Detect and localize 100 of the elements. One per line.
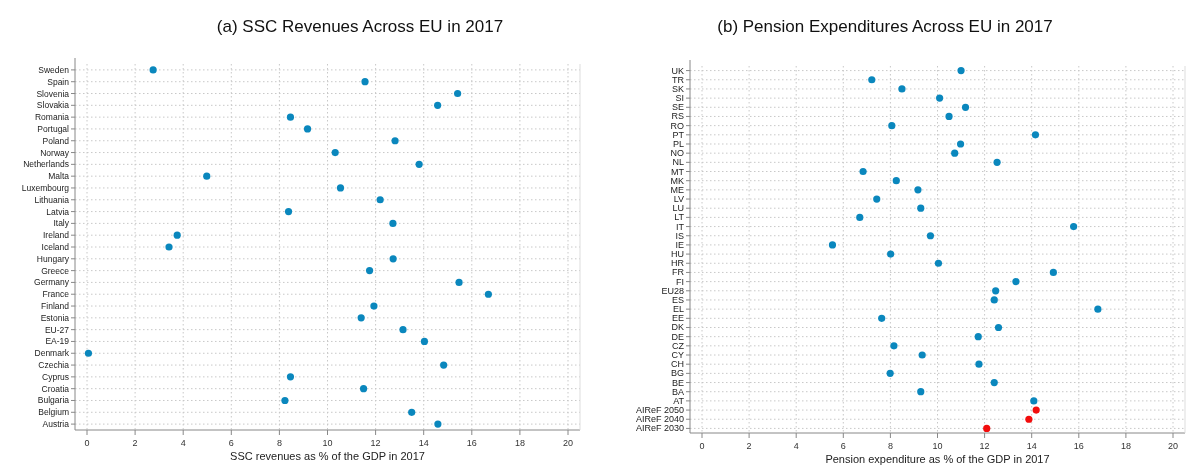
point <box>359 385 368 393</box>
x-tick-label: 8 <box>887 441 893 451</box>
y-tick-label: Luxembourg <box>21 182 70 193</box>
x-axis-title: SSC revenues as % of the GDP in 2017 <box>230 450 425 462</box>
point <box>408 408 416 416</box>
y-tick-label: BA <box>671 386 684 397</box>
y-tick-label: MT <box>671 166 685 177</box>
point <box>303 125 312 133</box>
point <box>945 112 953 121</box>
point <box>284 207 293 216</box>
y-tick-label: LV <box>673 194 684 205</box>
x-tick-label: 18 <box>514 438 525 448</box>
chart-title: (b) Pension Expenditures Across EU in 2017 <box>717 17 1053 36</box>
point <box>1032 406 1040 414</box>
point <box>1030 397 1038 405</box>
point <box>1070 222 1078 231</box>
x-tick-label: 20 <box>562 438 574 448</box>
point <box>389 255 397 263</box>
y-tick-label: Slovenia <box>36 88 70 99</box>
point <box>917 204 925 212</box>
point <box>365 267 374 275</box>
y-tick-label: Norway <box>40 147 70 158</box>
x-tick-label: 12 <box>979 441 990 451</box>
x-tick-label: 14 <box>1026 441 1037 451</box>
y-tick-label: Poland <box>42 135 70 146</box>
point <box>1025 415 1033 423</box>
point <box>389 219 397 227</box>
x-tick-label: 20 <box>1167 441 1179 451</box>
y-tick-label: Bulgaria <box>37 395 70 406</box>
point <box>990 378 998 387</box>
point <box>951 149 959 157</box>
x-tick-label: 16 <box>1073 441 1084 451</box>
y-tick-label: IS <box>675 230 684 241</box>
point <box>391 137 399 145</box>
point <box>376 196 384 204</box>
point <box>149 66 157 74</box>
y-tick-label: DK <box>671 322 684 333</box>
y-tick-label: Austria <box>42 419 70 430</box>
point <box>434 420 442 428</box>
y-tick-label: CY <box>671 350 684 361</box>
point <box>1094 305 1102 313</box>
x-tick-label: 18 <box>1120 441 1131 451</box>
x-tick-label: 16 <box>466 438 477 448</box>
x-tick-label: 14 <box>418 438 429 448</box>
y-tick-label: BE <box>671 377 684 388</box>
y-tick-label: UK <box>671 65 684 76</box>
point <box>887 250 895 258</box>
y-tick-label: Estonia <box>40 312 70 323</box>
y-tick-label: Netherlands <box>23 159 69 170</box>
y-tick-label: Hungary <box>36 253 70 264</box>
point <box>84 349 93 357</box>
point <box>917 388 925 396</box>
point <box>934 259 943 267</box>
point <box>892 177 900 185</box>
point <box>957 66 965 75</box>
point <box>286 113 295 121</box>
y-tick-label: Czechia <box>38 360 70 371</box>
point <box>983 424 991 433</box>
x-tick-label: 2 <box>132 438 138 448</box>
y-tick-label: Belgium <box>38 407 69 418</box>
y-tick-label: AIReF 2040 <box>635 414 684 425</box>
chart-title: (a) SSC Revenues Across EU in 2017 <box>216 17 504 36</box>
point <box>361 78 369 86</box>
point <box>440 361 448 369</box>
point <box>281 396 289 405</box>
point <box>961 103 970 111</box>
point <box>936 94 944 102</box>
x-tick-label: 6 <box>840 441 846 451</box>
x-tick-label: 10 <box>932 441 943 451</box>
point <box>1031 131 1040 139</box>
y-tick-label: EU28 <box>661 285 684 296</box>
y-tick-label: FR <box>672 267 685 278</box>
y-tick-label: EU-27 <box>44 324 70 335</box>
y-tick-label: Romania <box>34 112 70 123</box>
y-tick-label: Spain <box>47 76 70 87</box>
point <box>975 360 983 368</box>
y-tick-label: Latvia <box>46 206 70 217</box>
y-tick-label: SE <box>671 102 684 113</box>
y-tick-label: HU <box>671 249 684 260</box>
point <box>370 302 378 310</box>
y-tick-label: PL <box>672 138 684 149</box>
y-tick-label: IE <box>675 239 684 250</box>
y-tick-label: Croatia <box>41 383 70 394</box>
point <box>873 195 881 203</box>
point <box>357 314 365 322</box>
point <box>990 296 998 304</box>
y-tick-label: Portugal <box>37 123 70 134</box>
x-tick-label: 8 <box>276 438 282 448</box>
point <box>856 213 864 221</box>
point <box>974 333 982 341</box>
y-tick-label: Germany <box>34 277 70 288</box>
x-tick-label: 4 <box>793 441 799 451</box>
y-tick-label: SK <box>671 83 684 94</box>
y-tick-label: Sweden <box>38 64 70 75</box>
y-tick-label: CZ <box>672 340 685 351</box>
x-tick-label: 0 <box>699 441 705 451</box>
point <box>1012 278 1020 286</box>
x-tick-label: 10 <box>322 438 333 448</box>
point <box>336 184 345 192</box>
y-tick-label: BG <box>670 368 684 379</box>
